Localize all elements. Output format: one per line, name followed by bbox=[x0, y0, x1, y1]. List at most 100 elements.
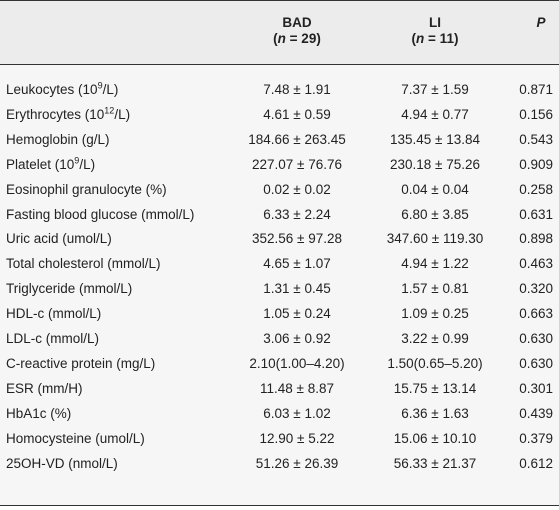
value: 56.33 ± 21.37 bbox=[393, 455, 477, 471]
p-value: 0.320 bbox=[519, 281, 553, 297]
sample-size: ( bbox=[411, 31, 417, 46]
body-background bbox=[0, 64, 559, 506]
value: 1.05 ± 0.24 bbox=[263, 306, 331, 322]
value: 6.03 ± 1.02 bbox=[263, 405, 331, 421]
sample-size: n bbox=[277, 31, 286, 46]
value: 3.22 ± 0.99 bbox=[401, 331, 469, 346]
p-value: 0.630 bbox=[519, 331, 553, 347]
row-label: Leukocytes (109/L) bbox=[6, 81, 119, 98]
value: 0.630 bbox=[519, 331, 553, 346]
label-part: HDL-c (mmol/L) bbox=[6, 306, 102, 322]
label-part: Erythrocytes (10 bbox=[6, 106, 105, 122]
p-value: 0.612 bbox=[519, 456, 553, 472]
label-part: Fasting blood glucose (mmol/L) bbox=[6, 206, 195, 222]
row-label: Hemoglobin (g/L) bbox=[6, 132, 110, 148]
label-part: Homocysteine (umol/L) bbox=[6, 430, 145, 446]
label-part: HbA1c (%) bbox=[6, 405, 72, 421]
li-value: 1.09 ± 0.25 bbox=[401, 306, 468, 322]
value: 15.06 ± 10.10 bbox=[393, 430, 477, 446]
bad-value: 4.65 ± 1.07 bbox=[263, 256, 330, 272]
p-value: 0.379 bbox=[519, 431, 553, 447]
row-label: Platelet (109/L) bbox=[6, 155, 95, 173]
value: 12.90 ± 5.22 bbox=[259, 430, 335, 446]
bad-value: 51.26 ± 26.39 bbox=[256, 456, 338, 472]
li-value: 15.75 ± 13.14 bbox=[394, 381, 476, 397]
value: 15.75 ± 13.14 bbox=[393, 380, 477, 396]
value: 230.18 ± 75.26 bbox=[390, 156, 480, 172]
li-value: 6.80 ± 3.85 bbox=[401, 207, 468, 223]
bad-value: 1.05 ± 0.24 bbox=[263, 306, 330, 322]
li-value: 4.94 ± 1.22 bbox=[401, 256, 468, 272]
li-value: 135.45 ± 13.84 bbox=[390, 132, 480, 148]
value: 0.439 bbox=[519, 405, 553, 421]
column-header: P bbox=[536, 15, 545, 31]
label-part: 12 bbox=[104, 105, 115, 116]
li-value: 230.18 ± 75.26 bbox=[390, 157, 480, 173]
bad-value: 227.07 ± 76.76 bbox=[252, 157, 342, 173]
value: 0.871 bbox=[519, 82, 553, 97]
row-label: Triglyceride (mmol/L) bbox=[6, 281, 132, 297]
value: 7.48 ± 1.91 bbox=[263, 82, 331, 97]
value: 11.48 ± 8.87 bbox=[260, 380, 334, 396]
value: 0.258 bbox=[519, 181, 553, 197]
p-value: 0.898 bbox=[519, 231, 553, 247]
value: 352.56 ± 97.28 bbox=[252, 231, 342, 247]
row-label: 25OH-VD (nmol/L) bbox=[6, 456, 118, 472]
value: 1.31 ± 0.45 bbox=[263, 281, 331, 297]
label-part: Leukocytes (10 bbox=[6, 82, 98, 97]
value: 6.36 ± 1.63 bbox=[401, 405, 469, 421]
column-header: BAD (n = 29) bbox=[273, 15, 321, 47]
li-value: 4.94 ± 0.77 bbox=[401, 107, 468, 123]
header-rule bbox=[0, 64, 559, 65]
column-name: P bbox=[536, 15, 546, 30]
bad-value: 2.10(1.00–4.20) bbox=[249, 356, 344, 372]
bad-value: 6.03 ± 1.02 bbox=[263, 406, 330, 422]
label-part: /L) bbox=[114, 106, 131, 122]
label-part: Uric acid (umol/L) bbox=[6, 231, 112, 247]
label-part: 9 bbox=[74, 155, 80, 166]
value: 6.33 ± 2.24 bbox=[263, 206, 331, 222]
bad-value: 352.56 ± 97.28 bbox=[252, 231, 342, 247]
label-part: /L) bbox=[102, 82, 119, 97]
bad-value: 4.61 ± 0.59 bbox=[263, 107, 330, 123]
row-label: LDL-c (mmol/L) bbox=[6, 331, 99, 347]
value: 1.57 ± 0.81 bbox=[401, 281, 469, 297]
bottom-rule bbox=[0, 505, 559, 506]
row-label: ESR (mm/H) bbox=[6, 381, 83, 397]
label-part: Triglyceride (mmol/L) bbox=[6, 281, 133, 297]
bad-value: 1.31 ± 0.45 bbox=[263, 281, 330, 297]
value: 0.663 bbox=[519, 306, 553, 322]
value: 51.26 ± 26.39 bbox=[255, 455, 339, 471]
value: 0.02 ± 0.02 bbox=[263, 181, 331, 197]
label-part: Eosinophil granulocyte (%) bbox=[6, 181, 167, 197]
value: 0.04 ± 0.04 bbox=[401, 181, 469, 197]
li-value: 15.06 ± 10.10 bbox=[394, 431, 476, 447]
bad-value: 11.48 ± 8.87 bbox=[260, 381, 334, 397]
value: 0.612 bbox=[519, 455, 553, 471]
header-background bbox=[0, 0, 559, 64]
sample-size: ( bbox=[273, 31, 278, 46]
p-value: 0.463 bbox=[519, 256, 553, 272]
row-label: Eosinophil granulocyte (%) bbox=[6, 182, 167, 198]
p-value: 0.301 bbox=[519, 381, 553, 397]
sample-size: = 11) bbox=[424, 31, 459, 46]
li-value: 1.50(0.65–5.20) bbox=[387, 356, 482, 372]
row-label: Fasting blood glucose (mmol/L) bbox=[6, 207, 194, 223]
li-value: 3.22 ± 0.99 bbox=[401, 331, 468, 347]
value: 1.09 ± 0.25 bbox=[401, 306, 469, 322]
label-part: 25OH-VD (nmol/L) bbox=[6, 455, 118, 471]
column-header: LI (n = 11) bbox=[412, 15, 459, 47]
p-value: 0.439 bbox=[519, 406, 553, 422]
column-name: LI bbox=[429, 15, 441, 30]
p-value: 0.630 bbox=[519, 356, 553, 372]
value: 347.60 ± 119.30 bbox=[386, 231, 484, 247]
label-part: Total cholesterol (mmol/L) bbox=[6, 256, 161, 272]
bad-value: 0.02 ± 0.02 bbox=[263, 182, 330, 198]
p-value: 0.909 bbox=[519, 157, 553, 173]
p-value: 0.543 bbox=[519, 132, 553, 148]
li-value: 1.57 ± 0.81 bbox=[401, 281, 468, 297]
value: 135.45 ± 13.84 bbox=[390, 131, 480, 147]
label-part: C-reactive protein (mg/L) bbox=[6, 355, 156, 371]
value: 0.156 bbox=[519, 106, 553, 122]
